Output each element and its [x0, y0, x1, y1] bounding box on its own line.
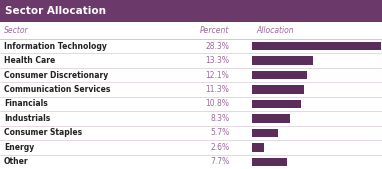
- FancyBboxPatch shape: [252, 100, 301, 108]
- Text: Financials: Financials: [4, 99, 48, 108]
- Text: Sector Allocation: Sector Allocation: [5, 6, 105, 16]
- Text: Information Technology: Information Technology: [4, 42, 107, 51]
- FancyBboxPatch shape: [252, 85, 304, 94]
- Text: Other: Other: [4, 157, 28, 166]
- Text: Sector: Sector: [4, 26, 28, 35]
- Text: 13.3%: 13.3%: [205, 56, 229, 65]
- FancyBboxPatch shape: [252, 42, 381, 50]
- Text: 7.7%: 7.7%: [210, 157, 229, 166]
- Text: 10.8%: 10.8%: [206, 99, 229, 108]
- Text: Percent: Percent: [200, 26, 229, 35]
- Text: Industrials: Industrials: [4, 114, 50, 123]
- Text: 2.6%: 2.6%: [210, 143, 229, 152]
- FancyBboxPatch shape: [252, 143, 264, 151]
- Text: Communication Services: Communication Services: [4, 85, 110, 94]
- FancyBboxPatch shape: [252, 71, 308, 79]
- Text: Consumer Staples: Consumer Staples: [4, 128, 82, 137]
- FancyBboxPatch shape: [252, 114, 290, 123]
- FancyBboxPatch shape: [252, 56, 313, 65]
- Text: 12.1%: 12.1%: [206, 70, 229, 80]
- FancyBboxPatch shape: [252, 129, 278, 137]
- Text: 11.3%: 11.3%: [206, 85, 229, 94]
- Text: 28.3%: 28.3%: [206, 42, 229, 51]
- Text: Health Care: Health Care: [4, 56, 55, 65]
- Text: Allocation: Allocation: [256, 26, 293, 35]
- FancyBboxPatch shape: [0, 0, 382, 22]
- Text: Consumer Discretionary: Consumer Discretionary: [4, 70, 108, 80]
- Text: 8.3%: 8.3%: [210, 114, 229, 123]
- FancyBboxPatch shape: [252, 158, 287, 166]
- Text: 5.7%: 5.7%: [210, 128, 229, 137]
- Text: Energy: Energy: [4, 143, 34, 152]
